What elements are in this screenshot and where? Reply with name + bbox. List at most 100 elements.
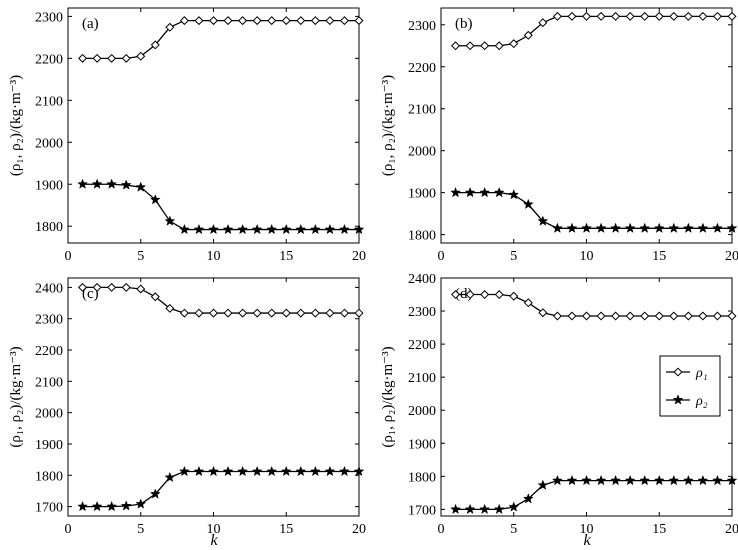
legend-box <box>659 355 721 417</box>
series-line-rho2 <box>82 470 359 508</box>
data-point-rho1 <box>208 308 219 318</box>
data-point-rho1 <box>179 308 189 318</box>
data-point-rho1 <box>451 290 461 300</box>
data-point-rho1 <box>654 311 664 321</box>
data-point-rho2 <box>595 474 607 486</box>
data-point-rho1 <box>121 282 131 292</box>
y-tick-label: 1700 <box>408 503 436 518</box>
data-point-rho1 <box>596 311 606 321</box>
data-point-rho2 <box>610 222 622 233</box>
x-tick-label: 0 <box>65 522 72 537</box>
y-tick-label: 2000 <box>408 145 436 160</box>
data-point-rho1 <box>683 11 693 21</box>
data-point-rho2 <box>697 474 709 486</box>
data-point-rho1 <box>281 308 291 318</box>
y-tick-label: 1800 <box>35 469 63 484</box>
data-point-rho1 <box>480 290 490 300</box>
x-tick-label: 0 <box>438 249 445 264</box>
x-axis-label-left: k <box>210 532 218 549</box>
y-axis-label: (ρ₁, ρ₂)/(kg·m⁻³) <box>8 75 24 176</box>
data-point-rho2 <box>208 465 219 477</box>
data-point-rho2 <box>222 223 234 235</box>
y-tick-label: 1800 <box>408 229 436 244</box>
data-point-rho1 <box>581 11 592 21</box>
x-tick-label: 5 <box>510 249 517 264</box>
data-point-rho2 <box>193 223 205 235</box>
data-point-rho1 <box>150 40 160 50</box>
data-point-rho2 <box>508 189 520 200</box>
data-point-rho1 <box>339 308 349 318</box>
data-point-rho2 <box>353 465 365 477</box>
x-tick-label: 20 <box>725 249 738 264</box>
data-point-rho2 <box>91 178 103 189</box>
data-point-rho1 <box>92 53 102 63</box>
data-point-rho1 <box>596 11 606 21</box>
legend-marker-rho2 <box>672 394 684 405</box>
data-point-rho2 <box>624 474 636 486</box>
data-point-rho1 <box>223 16 233 26</box>
x-tick-label: 10 <box>580 522 594 537</box>
data-point-rho1 <box>509 39 519 49</box>
data-point-rho1 <box>567 311 577 321</box>
series-rho1 <box>78 282 364 318</box>
data-point-rho1 <box>538 308 548 318</box>
plot-frame <box>67 7 360 244</box>
y-tick-label: 2200 <box>35 52 63 67</box>
series-rho2 <box>450 474 738 515</box>
x-tick-label: 10 <box>207 522 221 537</box>
y-tick-label: 1900 <box>408 187 436 202</box>
data-point-rho2 <box>493 186 505 198</box>
data-point-rho2 <box>566 222 578 233</box>
data-point-rho1 <box>136 51 146 61</box>
data-point-rho2 <box>450 186 461 198</box>
data-point-rho1 <box>552 311 562 321</box>
data-point-rho2 <box>106 500 118 512</box>
data-point-rho2 <box>339 465 350 477</box>
series-rho1 <box>451 290 737 321</box>
data-point-rho1 <box>712 11 722 21</box>
y-axis-label: (ρ₁, ρ₂)/(kg·m⁻³) <box>380 346 396 447</box>
data-point-rho2 <box>353 223 365 235</box>
data-point-rho2 <box>639 222 651 233</box>
data-point-rho2 <box>237 223 249 235</box>
data-point-rho1 <box>611 11 621 21</box>
data-point-rho1 <box>354 16 364 26</box>
data-point-rho2 <box>551 474 563 486</box>
data-point-rho1 <box>267 16 277 26</box>
data-point-rho2 <box>668 474 680 486</box>
y-tick-label: 2300 <box>408 305 436 320</box>
data-point-rho1 <box>523 298 533 308</box>
data-point-rho1 <box>683 311 693 321</box>
series-line-rho2 <box>455 191 732 229</box>
data-point-rho2 <box>668 222 680 233</box>
data-point-rho2 <box>91 500 103 512</box>
data-point-rho1 <box>480 41 490 51</box>
data-point-rho2 <box>251 223 263 235</box>
data-point-rho2 <box>639 474 651 486</box>
data-point-rho1 <box>136 284 146 294</box>
legend-label-rho2: ρ₂ <box>695 394 708 409</box>
series-rho1 <box>451 11 737 51</box>
data-point-rho1 <box>238 308 248 318</box>
x-tick-label: 20 <box>725 522 738 537</box>
y-tick-label: 1700 <box>35 501 63 516</box>
y-tick-label: 1900 <box>35 178 63 193</box>
data-point-rho1 <box>107 282 117 292</box>
data-point-rho2 <box>624 222 636 233</box>
data-point-rho2 <box>135 498 147 509</box>
data-point-rho2 <box>266 223 278 235</box>
data-point-rho2 <box>726 222 738 233</box>
data-point-rho2 <box>135 181 147 192</box>
legend-marker-rho1 <box>673 367 683 377</box>
data-point-rho2 <box>682 222 694 233</box>
data-point-rho2 <box>106 178 118 189</box>
data-point-rho1 <box>669 11 679 21</box>
y-tick-label: 1900 <box>35 438 63 453</box>
x-tick-label: 20 <box>352 249 366 264</box>
series-line-rho2 <box>82 183 359 231</box>
data-point-rho1 <box>451 41 461 51</box>
data-point-rho2 <box>208 223 219 235</box>
y-tick-label: 2100 <box>408 103 436 118</box>
x-tick-label: 5 <box>137 522 144 537</box>
data-point-rho2 <box>537 215 549 226</box>
